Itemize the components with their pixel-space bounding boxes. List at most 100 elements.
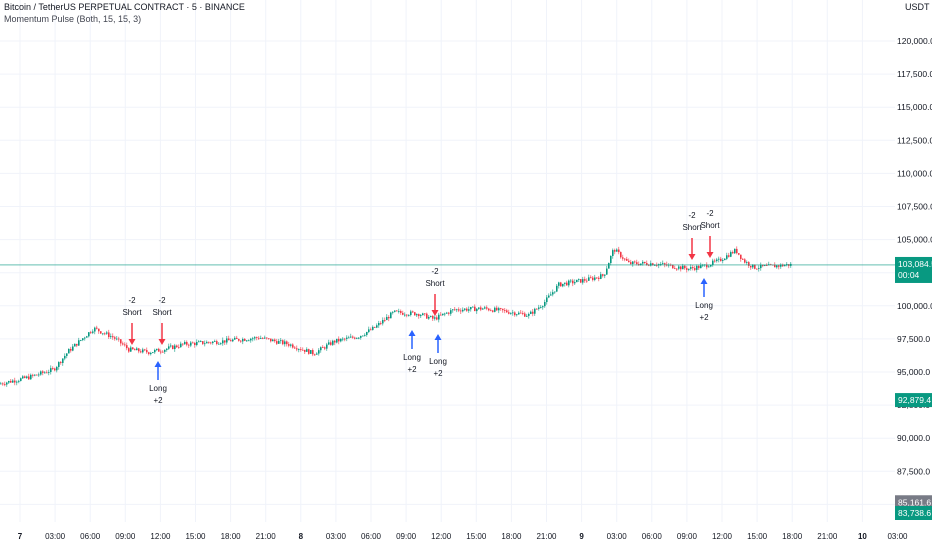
price-marker-label: 85,161.6	[898, 497, 931, 507]
candle	[280, 340, 282, 342]
candle	[26, 376, 28, 378]
candle	[408, 314, 410, 316]
candle	[536, 308, 538, 310]
candle	[88, 332, 90, 337]
short-arrow-head	[706, 252, 714, 258]
candle	[214, 341, 216, 342]
candle	[560, 282, 562, 287]
candle	[774, 264, 776, 268]
candle	[532, 311, 534, 314]
candle	[760, 264, 762, 269]
candle	[634, 261, 636, 263]
time-tick-label: 06:00	[80, 532, 101, 541]
candle	[158, 348, 160, 352]
long-arrow-head	[408, 330, 416, 336]
short-arrow-head	[431, 310, 439, 316]
candle	[366, 331, 368, 335]
candle	[520, 312, 522, 314]
price-marker-badge	[895, 506, 932, 520]
candle	[568, 280, 570, 286]
candle	[130, 347, 132, 352]
long-signal: Long +2	[429, 334, 447, 378]
signal-value-label: -2	[431, 267, 439, 276]
candle	[454, 309, 456, 311]
candle	[646, 263, 648, 265]
price-axis-scale[interactable]: 120,000.0 117,500.0 115,000.0 112,500.0 110,…	[895, 0, 932, 522]
time-tick-label: 03:00	[607, 532, 628, 541]
candle	[148, 352, 150, 355]
short-arrow-head	[688, 254, 696, 260]
candle	[32, 374, 34, 376]
candle	[786, 264, 788, 266]
candle	[642, 261, 644, 264]
time-axis[interactable]: 7 03:00 06:00 09:00 12:00 15:00 18:00 21:00 8 03:…	[0, 522, 932, 550]
candle	[316, 353, 318, 355]
candle	[202, 341, 204, 344]
candle	[86, 336, 88, 338]
time-tick-label: 15:00	[747, 532, 768, 541]
candle	[586, 280, 588, 282]
candle	[478, 307, 480, 309]
candle	[210, 342, 212, 344]
candle	[680, 266, 682, 270]
symbol-title[interactable]: Bitcoin / TetherUS PERPETUAL CONTRACT · …	[4, 2, 245, 12]
candle	[588, 277, 590, 281]
candle	[550, 294, 552, 296]
time-axis-scale[interactable]: 7 03:00 06:00 09:00 12:00 15:00 18:00 21:00 8 03:…	[0, 522, 932, 550]
candle	[228, 338, 230, 341]
candle	[714, 260, 716, 262]
candle	[350, 336, 352, 338]
candle	[104, 333, 106, 335]
price-axis[interactable]: 120,000.0 117,500.0 115,000.0 112,500.0 110,…	[895, 0, 932, 522]
candle	[386, 317, 388, 321]
candle	[24, 376, 26, 378]
candle	[290, 344, 292, 346]
indicator-title[interactable]: Momentum Pulse (Both, 15, 15, 3)	[4, 14, 142, 24]
candle	[212, 341, 214, 344]
candle	[590, 277, 592, 279]
candle	[56, 366, 58, 371]
long-signal: Long +2	[403, 330, 421, 374]
time-tick-label: 06:00	[642, 532, 663, 541]
signal-value-label: -2	[128, 296, 136, 305]
candle	[120, 339, 122, 344]
time-tick-label: 18:00	[782, 532, 803, 541]
candle	[246, 340, 248, 342]
candle	[230, 340, 232, 342]
candle	[332, 340, 334, 345]
candle	[736, 248, 738, 254]
candle	[378, 322, 380, 326]
chart-area[interactable]: -2 Short -2 Short Long +2 Long +2 -2 Short Long +2 -…	[0, 0, 898, 522]
candle	[334, 340, 336, 343]
candle	[296, 348, 298, 350]
candle	[640, 263, 642, 266]
candle	[384, 319, 386, 321]
candle	[38, 374, 40, 376]
candle	[346, 337, 348, 339]
candle	[432, 316, 434, 319]
candle	[220, 343, 222, 345]
candle	[262, 338, 264, 340]
signal-value-label: +2	[433, 369, 443, 378]
candle	[198, 341, 200, 343]
signal-value-label: +2	[407, 365, 417, 374]
current-price-badge	[895, 256, 932, 283]
candle	[632, 261, 634, 264]
candle	[582, 279, 584, 283]
price-chart[interactable]: -2 Short -2 Short Long +2 Long +2 -2 Short Long +2 -…	[0, 0, 898, 522]
time-tick-label: 21:00	[536, 532, 557, 541]
candle	[286, 341, 288, 345]
candle	[68, 348, 70, 354]
candle	[750, 265, 752, 268]
candle	[480, 307, 482, 310]
candle	[508, 312, 510, 314]
signal-type-label: Long	[695, 301, 713, 310]
candle	[150, 352, 152, 355]
candle	[110, 336, 112, 338]
candle	[80, 340, 82, 341]
candle	[284, 341, 286, 345]
candle	[306, 349, 308, 352]
candle	[328, 342, 330, 345]
candle	[440, 314, 442, 316]
candle	[10, 380, 12, 383]
